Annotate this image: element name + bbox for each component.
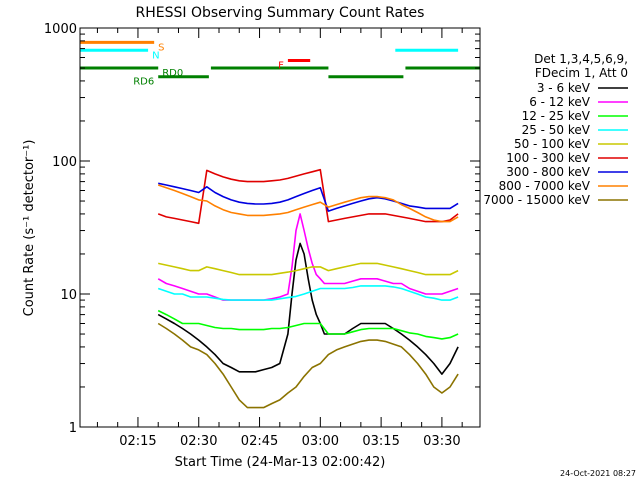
y-tick-label: 10	[60, 288, 77, 303]
x-tick-label: 03:30	[423, 434, 460, 449]
series-line-3	[157, 285, 459, 301]
chart-title: RHESSI Observing Summary Count Rates	[136, 5, 425, 21]
flag-label-s: S	[158, 42, 164, 53]
y-axis-label: Count Rate (s⁻¹ detector⁻¹)	[22, 140, 37, 317]
flag-label-n: N	[152, 50, 159, 61]
y-tick-label: 1000	[44, 22, 77, 37]
x-axis-label: Start Time (24-Mar-13 02:00:42)	[175, 455, 386, 470]
series-line-6	[158, 182, 459, 212]
x-tick-label: 02:30	[180, 434, 217, 449]
flag-label-f: F	[278, 60, 284, 71]
series-line-1	[157, 213, 459, 301]
series-line-4	[158, 262, 459, 276]
series-line-0	[157, 242, 459, 375]
x-tick-label: 03:00	[302, 434, 339, 449]
series-line-2	[157, 309, 459, 340]
flag-label-rd0: RD0	[162, 68, 183, 79]
x-tick-label: 02:45	[241, 434, 278, 449]
y-tick-label: 1	[69, 421, 77, 436]
legend-header-line: FDecim 1, Att 0	[535, 66, 628, 80]
footer-date: 24-Oct-2021 08:27	[560, 469, 636, 478]
series-line-7	[157, 184, 459, 223]
legend-entry-label: 3 - 6 keV	[537, 81, 591, 95]
legend: Det 1,3,4,5,6,9,FDecim 1, Att 03 - 6 keV…	[483, 52, 628, 207]
series-line-8	[157, 322, 459, 409]
legend-entry-label: 7000 - 15000 keV	[483, 193, 590, 207]
y-tick-label: 100	[52, 155, 77, 170]
flag-label-rd6: RD6	[133, 77, 154, 88]
x-tick-label: 03:15	[362, 434, 399, 449]
series-line-5	[157, 168, 459, 225]
legend-entry-label: 50 - 100 keV	[514, 137, 591, 151]
x-axis: 02:15 02:30 02:45 03:00 03:15 03:30	[96, 28, 463, 449]
legend-header-line: Det 1,3,4,5,6,9,	[534, 52, 628, 66]
legend-entry-label: 800 - 7000 keV	[499, 179, 591, 193]
legend-entry-label: 6 - 12 keV	[529, 95, 591, 109]
y-axis: 1 10 100 1000	[44, 22, 480, 436]
legend-entry-label: 300 - 800 keV	[506, 165, 590, 179]
legend-entry-label: 12 - 25 keV	[522, 109, 591, 123]
legend-entry-label: 25 - 50 keV	[522, 123, 591, 137]
series-layer	[157, 168, 459, 409]
legend-entry-label: 100 - 300 keV	[506, 151, 590, 165]
x-tick-label: 02:15	[119, 434, 156, 449]
